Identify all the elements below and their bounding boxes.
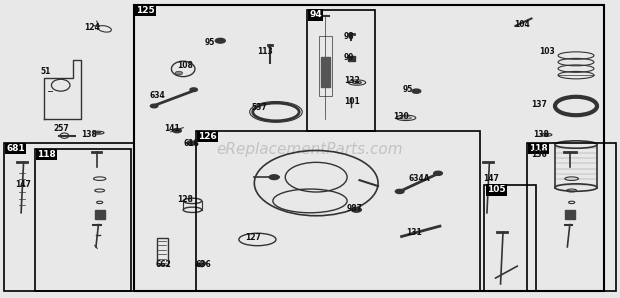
Circle shape <box>172 128 181 133</box>
Text: 634: 634 <box>149 91 165 100</box>
Bar <box>526 143 616 291</box>
Text: 147: 147 <box>15 180 31 189</box>
Text: 126: 126 <box>198 132 217 141</box>
Bar <box>321 57 330 87</box>
Text: 104: 104 <box>514 20 530 29</box>
Text: 138: 138 <box>81 130 97 139</box>
Circle shape <box>352 207 361 212</box>
Text: 95: 95 <box>205 38 215 47</box>
Text: 118: 118 <box>37 150 56 159</box>
Text: 987: 987 <box>347 204 363 213</box>
Text: 95: 95 <box>403 85 413 94</box>
Text: 101: 101 <box>344 97 360 106</box>
Circle shape <box>434 171 443 176</box>
Text: eReplacementParts.com: eReplacementParts.com <box>216 142 404 156</box>
Text: 99: 99 <box>344 52 355 62</box>
Bar <box>565 210 575 219</box>
Bar <box>319 36 332 96</box>
Circle shape <box>151 104 158 108</box>
Text: 634A: 634A <box>409 174 431 183</box>
Text: 681: 681 <box>6 144 25 153</box>
Bar <box>95 210 105 219</box>
Circle shape <box>187 141 195 145</box>
Circle shape <box>215 38 225 43</box>
Text: 147: 147 <box>483 174 499 183</box>
Bar <box>348 55 355 61</box>
Text: 105: 105 <box>487 185 505 195</box>
Text: 98: 98 <box>344 32 355 41</box>
Text: 127: 127 <box>245 234 261 243</box>
Text: 130: 130 <box>394 112 409 121</box>
Text: 257: 257 <box>53 124 69 133</box>
Text: 131: 131 <box>406 228 422 237</box>
Circle shape <box>412 89 421 93</box>
Text: 124: 124 <box>84 23 100 32</box>
Ellipse shape <box>544 134 549 135</box>
Text: 51: 51 <box>41 67 51 76</box>
Text: 118: 118 <box>529 144 547 153</box>
Bar <box>4 143 134 291</box>
Bar <box>484 184 536 291</box>
Text: 94: 94 <box>309 10 322 19</box>
Text: 103: 103 <box>539 46 555 56</box>
Bar <box>307 10 375 131</box>
Bar <box>195 131 480 291</box>
Text: 125: 125 <box>136 6 155 15</box>
Circle shape <box>190 88 197 91</box>
Text: 618: 618 <box>183 139 199 148</box>
Text: 108: 108 <box>177 61 193 70</box>
Text: 132: 132 <box>344 76 360 85</box>
Circle shape <box>175 71 182 75</box>
Circle shape <box>396 189 404 193</box>
Bar <box>134 5 604 291</box>
Ellipse shape <box>96 132 101 133</box>
Text: 636: 636 <box>195 260 211 269</box>
Text: 662: 662 <box>156 260 171 269</box>
Text: 537: 537 <box>251 103 267 112</box>
Bar <box>35 149 131 291</box>
Bar <box>157 238 168 265</box>
Text: 136: 136 <box>531 150 547 159</box>
Text: 113: 113 <box>257 46 273 56</box>
Text: 138: 138 <box>533 130 549 139</box>
Circle shape <box>269 175 279 180</box>
Text: 128: 128 <box>177 195 193 204</box>
Text: 141: 141 <box>165 124 180 133</box>
Text: 137: 137 <box>531 100 547 109</box>
Circle shape <box>196 263 203 266</box>
